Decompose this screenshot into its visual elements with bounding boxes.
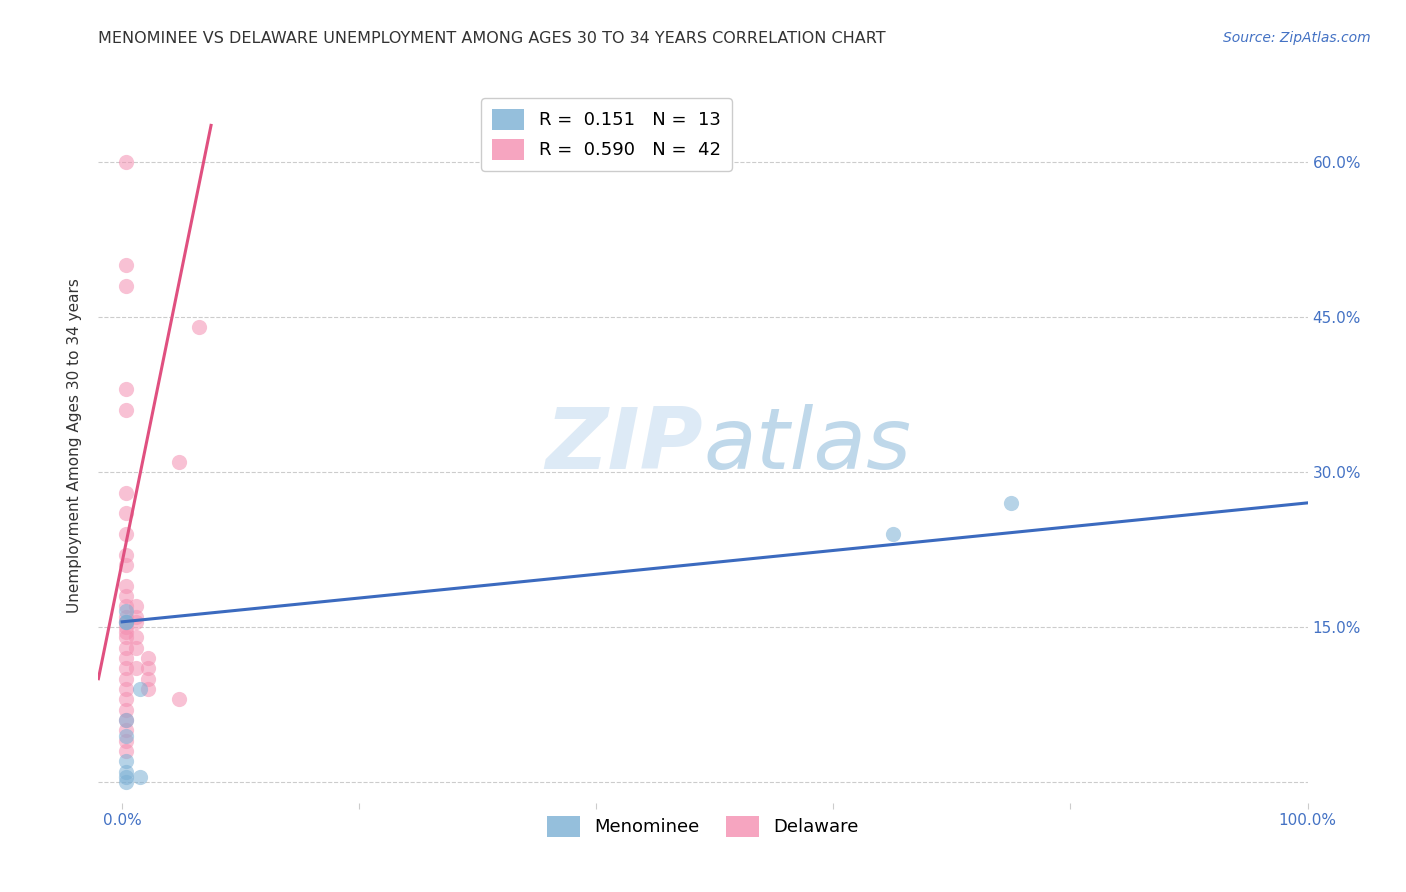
Point <box>114 713 136 727</box>
Point <box>114 630 136 644</box>
Point <box>114 605 136 619</box>
Point <box>188 320 211 334</box>
Point <box>114 579 136 593</box>
Point <box>114 744 136 758</box>
Point <box>114 713 136 727</box>
Point <box>114 723 136 738</box>
Point <box>125 599 148 614</box>
Y-axis label: Unemployment Among Ages 30 to 34 years: Unemployment Among Ages 30 to 34 years <box>67 278 83 614</box>
Point <box>125 661 148 675</box>
Point <box>114 651 136 665</box>
Point <box>114 278 136 293</box>
Point <box>114 154 136 169</box>
Point <box>882 527 904 541</box>
Point <box>114 703 136 717</box>
Point <box>125 630 148 644</box>
Text: Source: ZipAtlas.com: Source: ZipAtlas.com <box>1223 31 1371 45</box>
Point <box>114 764 136 779</box>
Point <box>167 454 190 468</box>
Point <box>114 615 136 629</box>
Point <box>136 661 159 675</box>
Point <box>114 640 136 655</box>
Point <box>114 615 136 629</box>
Point <box>114 548 136 562</box>
Point <box>114 733 136 747</box>
Point <box>136 672 159 686</box>
Point <box>114 615 136 629</box>
Point <box>125 615 148 629</box>
Point <box>114 506 136 520</box>
Point <box>129 681 152 696</box>
Point <box>114 609 136 624</box>
Point <box>114 681 136 696</box>
Point <box>114 775 136 789</box>
Point <box>167 692 190 706</box>
Point <box>114 692 136 706</box>
Point <box>114 755 136 769</box>
Point <box>1000 496 1022 510</box>
Point <box>114 558 136 572</box>
Point <box>114 382 136 396</box>
Point <box>114 402 136 417</box>
Point <box>125 640 148 655</box>
Point <box>114 599 136 614</box>
Point <box>114 661 136 675</box>
Point <box>125 609 148 624</box>
Point <box>114 625 136 640</box>
Point <box>114 258 136 272</box>
Point <box>136 651 159 665</box>
Point <box>114 620 136 634</box>
Text: ZIP: ZIP <box>546 404 703 488</box>
Text: MENOMINEE VS DELAWARE UNEMPLOYMENT AMONG AGES 30 TO 34 YEARS CORRELATION CHART: MENOMINEE VS DELAWARE UNEMPLOYMENT AMONG… <box>98 31 886 46</box>
Text: atlas: atlas <box>703 404 911 488</box>
Legend: Menominee, Delaware: Menominee, Delaware <box>540 808 866 844</box>
Point <box>114 770 136 784</box>
Point <box>136 681 159 696</box>
Point <box>114 729 136 743</box>
Point <box>114 485 136 500</box>
Point <box>129 770 152 784</box>
Point <box>114 527 136 541</box>
Point <box>114 672 136 686</box>
Point <box>114 589 136 603</box>
